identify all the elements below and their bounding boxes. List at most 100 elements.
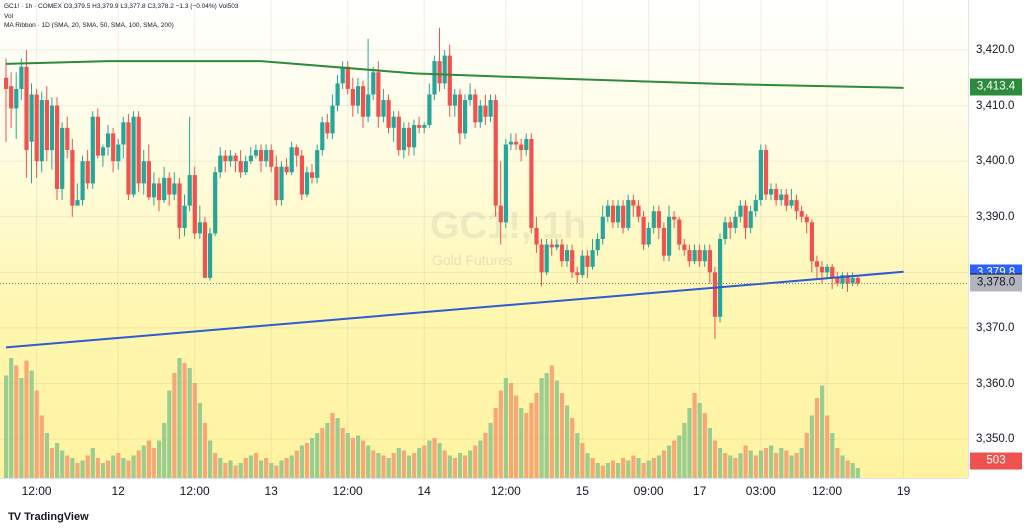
candle-body [621, 205, 626, 228]
volume-bar [590, 458, 595, 478]
ma-ribbon-legend[interactable]: MA Ribbon · 1D (SMA, 20, SMA, 50, SMA, 1… [4, 22, 174, 29]
volume-bar [412, 453, 417, 478]
candle-body [809, 222, 814, 262]
candle-body [463, 100, 468, 134]
candle-body [651, 211, 656, 228]
volume-legend[interactable]: Vol [4, 13, 14, 20]
candle-body [600, 216, 605, 239]
price-tick-label: 3,390.0 [976, 210, 1015, 223]
volume-bar [656, 455, 661, 478]
candle-body [172, 183, 177, 195]
price-tag: 3,413.4 [970, 78, 1022, 96]
candle-body [284, 166, 289, 173]
volume-bar [565, 405, 570, 478]
tradingview-brand[interactable]: TV TradingView [8, 511, 89, 523]
volume-bar [682, 423, 687, 478]
volume-bar [172, 373, 177, 478]
candle-body [718, 239, 723, 317]
trend-line [5, 270, 904, 349]
volume-bar [406, 455, 412, 478]
candle-body [524, 138, 529, 151]
candle-body [575, 272, 580, 276]
candle-body [111, 133, 116, 162]
candle-body [24, 66, 29, 151]
candle-body [820, 266, 825, 273]
price-tick-label: 3,350.0 [976, 433, 1015, 446]
volume-bar [753, 455, 758, 478]
candle-body [840, 275, 845, 284]
volume-bar [131, 455, 136, 478]
candle-body [590, 250, 595, 267]
volume-bar [432, 438, 437, 478]
volume-bar [585, 453, 590, 478]
volume-bar [794, 453, 799, 478]
candle-body [9, 86, 14, 109]
volume-bar [29, 370, 34, 478]
volume-bar [820, 385, 825, 478]
candle-body [157, 183, 162, 201]
volume-bar [616, 463, 621, 478]
candle-body [677, 219, 682, 245]
candle-body [804, 216, 809, 223]
volume-bar [146, 440, 151, 478]
candle-body [519, 144, 524, 151]
candle-body [151, 183, 157, 198]
candle-body [855, 277, 860, 284]
time-tick-label: 19 [896, 484, 911, 498]
candle-body [366, 94, 371, 117]
candle-body [228, 155, 233, 162]
volume-bar [544, 373, 549, 478]
candle-body [90, 116, 95, 184]
volume-bar [121, 458, 126, 478]
symbol-legend[interactable]: GC1! · 1h · COMEX O3,379.5 H3,379.9 L3,3… [4, 3, 239, 10]
volume-bar [208, 440, 213, 478]
volume-bar [524, 413, 529, 478]
candle-body [743, 205, 748, 228]
candle-body [248, 155, 253, 162]
volume-bar [187, 368, 192, 478]
ma-line [5, 60, 904, 89]
candle-body [299, 155, 304, 195]
volume-bar [100, 463, 106, 478]
volume-bar [417, 448, 422, 478]
candle-body [605, 205, 610, 217]
volume-bar [610, 460, 616, 478]
watermark-name: Gold Futures [432, 252, 513, 268]
volume-bar [508, 383, 514, 478]
volume-bar [463, 455, 468, 478]
time-axis[interactable] [0, 478, 968, 505]
volume-bar [774, 453, 779, 478]
candle-body [376, 72, 381, 117]
candle-body [427, 94, 432, 126]
price-tick-label: 3,360.0 [976, 377, 1015, 390]
time-tick-label: 12:00 [812, 484, 843, 498]
volume-bar [549, 365, 554, 478]
volume-bar [845, 460, 850, 478]
candle-body [631, 200, 636, 206]
candle-body [473, 94, 478, 123]
volume-bar [228, 460, 233, 478]
volume-bar [539, 378, 544, 478]
volume-bar [692, 393, 697, 478]
volume-bar [381, 455, 386, 478]
price-chart[interactable] [0, 0, 968, 478]
volume-bar [789, 455, 794, 478]
candle-body [636, 205, 641, 217]
volume-bar [197, 403, 202, 478]
volume-bar [49, 448, 55, 478]
volume-bar [361, 440, 366, 478]
candle-body [738, 205, 743, 217]
price-axis[interactable] [968, 0, 1024, 478]
candle-body [508, 141, 514, 145]
candle-body [162, 177, 167, 201]
volume-bar [442, 450, 447, 478]
volume-bar [723, 453, 728, 478]
footer [0, 504, 1024, 531]
candle-body [544, 244, 549, 273]
volume-bar [304, 443, 310, 478]
candle-body [335, 83, 340, 106]
volume-bar [350, 438, 355, 478]
candle-body [580, 255, 585, 276]
volume-bar [646, 460, 651, 478]
chart-area[interactable] [0, 0, 968, 478]
